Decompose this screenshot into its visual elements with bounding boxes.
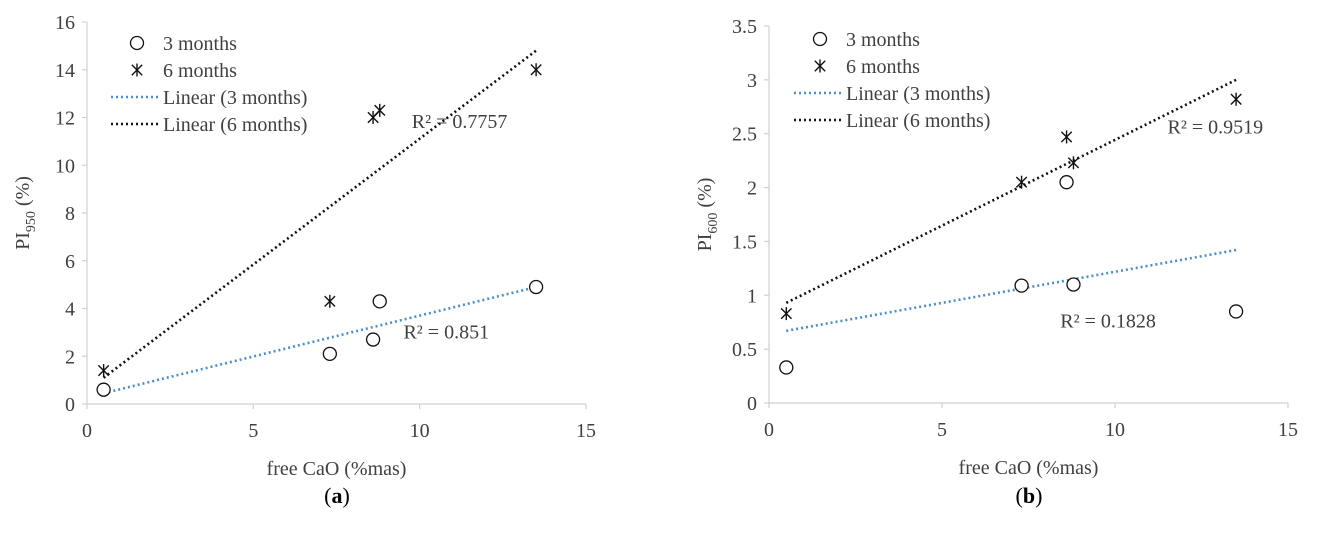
x-axis-label: free CaO (%mas) bbox=[267, 458, 407, 480]
y-tick-label: 1.5 bbox=[732, 231, 757, 253]
caption-open-paren: ( bbox=[324, 483, 331, 508]
data-point-6-months bbox=[530, 63, 542, 77]
data-point-6-months bbox=[374, 103, 386, 117]
data-point-3-months bbox=[1228, 304, 1244, 319]
y-tick-label: 6 bbox=[65, 251, 75, 273]
y-axis-label: PI600 (%) bbox=[694, 178, 721, 252]
y-tick-label: 8 bbox=[65, 203, 75, 225]
data-point-3-months bbox=[1066, 277, 1081, 292]
y-tick-label: 3.5 bbox=[732, 16, 757, 38]
data-point-6-months bbox=[1230, 92, 1242, 106]
data-point-6-months bbox=[1060, 130, 1073, 144]
data-point-6-months bbox=[97, 364, 110, 378]
legend: 3 months 6 months Linear (3 months) Linear … bbox=[111, 33, 307, 136]
trendline bbox=[103, 285, 537, 395]
x-tick-label: 15 bbox=[576, 420, 596, 442]
trendline bbox=[786, 248, 1237, 333]
y-tick-label: 4 bbox=[65, 299, 75, 321]
r-squared-label: R² = 0.7757 bbox=[412, 111, 508, 133]
legend-label: 6 months bbox=[846, 56, 920, 78]
r-squared-label: R² = 0.851 bbox=[403, 321, 489, 343]
y-tick-label: 2 bbox=[747, 178, 757, 200]
y-tick-label: 3 bbox=[747, 70, 757, 92]
y-axis-label-main: PI bbox=[694, 234, 716, 252]
data-point-6-months bbox=[780, 307, 792, 321]
data-point-3-months bbox=[365, 332, 381, 347]
x-tick-label: 10 bbox=[410, 420, 430, 442]
asterisk-stroke bbox=[1015, 176, 1028, 188]
y-tick-label: 12 bbox=[55, 108, 75, 130]
legend-marker bbox=[129, 35, 145, 51]
legend-label: Linear (6 months) bbox=[163, 114, 307, 136]
x-tick-label: 10 bbox=[1105, 419, 1125, 441]
y-tick-label: 1 bbox=[747, 285, 757, 307]
legend-label: 3 months bbox=[846, 29, 920, 51]
y-tick-label: 16 bbox=[55, 12, 75, 34]
legend-marker bbox=[814, 59, 826, 73]
panel-caption: (b) bbox=[1016, 483, 1043, 508]
y-tick-label: 0 bbox=[65, 394, 75, 416]
x-tick-label: 5 bbox=[937, 419, 947, 441]
asterisk-stroke bbox=[530, 64, 542, 76]
caption-close-paren: ) bbox=[343, 483, 350, 508]
data-point-3-months bbox=[322, 346, 337, 362]
data-point-6-months bbox=[324, 294, 336, 308]
x-tick-label: 5 bbox=[248, 420, 258, 442]
x-axis-label: free CaO (%mas) bbox=[959, 457, 1099, 479]
data-point-3-months bbox=[1059, 175, 1074, 190]
y-tick-label: 14 bbox=[55, 60, 75, 82]
data-point-6-months bbox=[1067, 156, 1080, 170]
data-point-3-months bbox=[1014, 278, 1029, 293]
caption-open-paren: ( bbox=[1016, 483, 1023, 508]
caption-close-paren: ) bbox=[1035, 483, 1042, 508]
y-axis-label-main: PI bbox=[12, 232, 34, 250]
x-tick-label: 0 bbox=[764, 419, 774, 441]
asterisk-stroke bbox=[814, 60, 826, 72]
asterisk-stroke bbox=[97, 364, 110, 377]
y-tick-label: 0 bbox=[747, 393, 757, 415]
legend-marker bbox=[812, 31, 828, 47]
y-tick-label: 2.5 bbox=[732, 124, 757, 146]
data-point-6-months bbox=[1015, 175, 1028, 189]
y-axis-label-subscript: 950 bbox=[24, 211, 39, 232]
legend-label: Linear (6 months) bbox=[846, 110, 990, 132]
panel-caption: (a) bbox=[324, 483, 350, 508]
caption-letter: b bbox=[1023, 483, 1035, 508]
legend: 3 months 6 months Linear (3 months) Linear … bbox=[794, 29, 990, 132]
data-point-3-months bbox=[96, 382, 111, 397]
asterisk-stroke bbox=[131, 64, 143, 76]
x-tick-label: 15 bbox=[1278, 419, 1298, 441]
caption-letter: a bbox=[332, 483, 343, 508]
r-squared-label: R² = 0.1828 bbox=[1060, 311, 1156, 333]
trendline bbox=[785, 78, 1237, 304]
legend-label: Linear (3 months) bbox=[846, 83, 990, 105]
legend-label: 6 months bbox=[163, 60, 237, 82]
y-axis-label-subscript: 600 bbox=[706, 213, 721, 234]
asterisk-stroke bbox=[1067, 157, 1080, 169]
y-axis-label: PI950 (%) bbox=[12, 176, 39, 250]
asterisk-stroke bbox=[324, 295, 336, 308]
data-point-3-months bbox=[779, 360, 794, 375]
legend-marker bbox=[131, 63, 143, 77]
asterisk-stroke bbox=[374, 104, 386, 117]
y-axis-label-unit: (%) bbox=[694, 178, 716, 213]
asterisk-stroke bbox=[1230, 93, 1242, 105]
x-tick-label: 0 bbox=[82, 420, 92, 442]
chart-panel-a: 0 2 4 6 8 10 12 14 16 0 5 10 15 free CaO (%mas) PI950 … bbox=[12, 12, 596, 508]
trendline bbox=[102, 49, 537, 379]
y-tick-label: 0.5 bbox=[732, 339, 757, 361]
asterisk-stroke bbox=[1060, 131, 1073, 143]
legend-label: Linear (3 months) bbox=[163, 87, 307, 109]
y-tick-label: 2 bbox=[65, 346, 75, 368]
data-point-3-months bbox=[528, 279, 544, 295]
data-point-3-months bbox=[372, 294, 387, 309]
y-tick-label: 10 bbox=[55, 155, 75, 177]
y-axis-label-unit: (%) bbox=[12, 176, 34, 211]
legend-label: 3 months bbox=[163, 33, 237, 55]
r-squared-label: R² = 0.9519 bbox=[1168, 117, 1264, 139]
asterisk-stroke bbox=[780, 307, 792, 320]
